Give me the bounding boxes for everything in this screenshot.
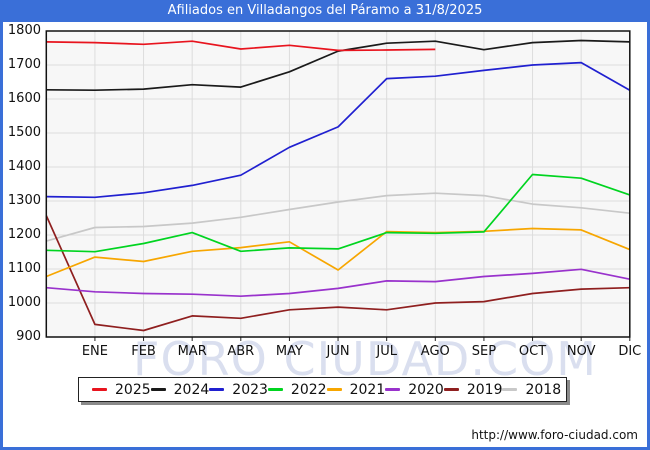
legend-dash-icon <box>209 388 225 391</box>
x-tick-label-mar: MAR <box>177 344 207 359</box>
y-tick-label: 1400 <box>7 159 41 174</box>
y-tick-label: 1000 <box>7 295 41 310</box>
legend-item-2022: 2022 <box>267 381 327 398</box>
y-tick-label: 1300 <box>7 193 41 208</box>
legend-dash-icon <box>150 388 166 391</box>
legend-label: 2022 <box>290 381 327 398</box>
legend-label: 2018 <box>525 381 562 398</box>
y-tick-label: 900 <box>16 329 41 344</box>
y-tick-label: 1600 <box>7 91 41 106</box>
legend-dash-icon <box>443 388 459 391</box>
page-title: Afiliados en Villadangos del Páramo a 31… <box>0 0 650 22</box>
legend-item-2024: 2024 <box>150 381 210 398</box>
legend-dash-icon <box>385 388 401 391</box>
x-tick-label-jun: JUN <box>326 344 350 359</box>
legend-item-2020: 2020 <box>385 382 444 398</box>
x-tick-label-nov: NOV <box>566 344 596 359</box>
x-tick-label-may: MAY <box>275 344 303 359</box>
legend-item-2023: 2023 <box>209 382 268 398</box>
legend-item-2019: 2019 <box>443 381 503 398</box>
y-tick-label: 1200 <box>7 227 41 242</box>
x-tick-label-ene: ENE <box>81 344 108 359</box>
x-tick-label-dic: DIC <box>618 344 642 359</box>
series-line-2018 <box>46 192 630 242</box>
legend-dash-icon <box>502 388 518 391</box>
x-tick-label-oct: OCT <box>518 344 547 359</box>
x-tick-label-sep: SEP <box>471 344 497 359</box>
series-line-2019 <box>45 215 630 332</box>
legend-dash-icon <box>326 388 342 391</box>
legend-label: 2024 <box>173 381 210 398</box>
plot-border <box>45 30 631 338</box>
x-tick-label-feb: FEB <box>131 344 156 359</box>
legend-label: 2023 <box>232 381 268 398</box>
x-tick-label-abr: ABR <box>227 344 255 359</box>
x-tick-label-ago: AGO <box>420 344 450 359</box>
footer-url-link[interactable]: http://www.foro-ciudad.com <box>471 428 638 442</box>
legend-label: 2025 <box>115 381 151 398</box>
series-line-2021 <box>45 227 631 278</box>
y-tick-label: 1100 <box>7 261 41 276</box>
legend-label: 2020 <box>408 381 444 398</box>
legend-item-2025: 2025 <box>92 382 151 398</box>
legend-label: 2021 <box>349 381 386 398</box>
series-line-2023 <box>46 61 631 199</box>
series-line-2020 <box>46 268 630 298</box>
legend-dash-icon <box>92 388 107 391</box>
series-line-2022 <box>46 173 631 253</box>
y-tick-label: 1700 <box>7 57 41 72</box>
legend-dash-icon <box>267 388 283 391</box>
series-line-2025 <box>46 40 436 52</box>
y-tick-label: 1800 <box>7 23 41 38</box>
y-tick-label: 1500 <box>7 125 41 140</box>
chart-legend: 2025 2024 2023 2022 2021 2020 2019 2018 <box>78 377 567 402</box>
legend-item-2021: 2021 <box>326 381 386 398</box>
x-tick-label-jul: JUL <box>376 344 397 359</box>
legend-item-2018: 2018 <box>502 382 561 398</box>
legend-label: 2019 <box>466 381 503 398</box>
